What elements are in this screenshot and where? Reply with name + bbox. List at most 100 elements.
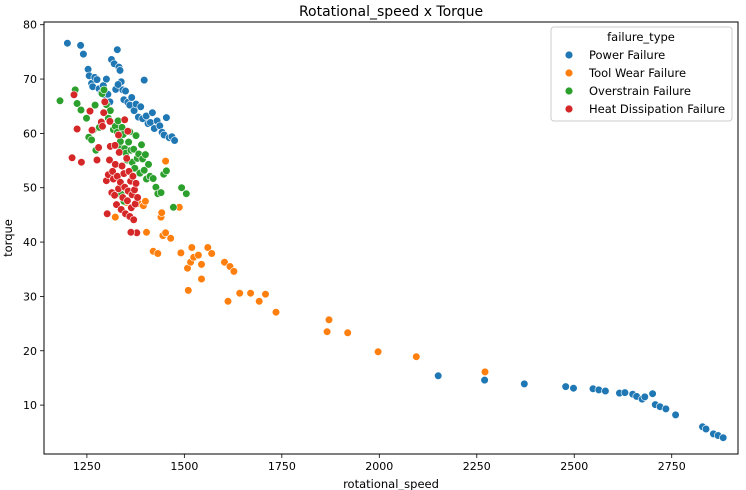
point-tool-wear-failure: [261, 290, 270, 299]
point-heat-dissipation-failure: [131, 179, 141, 188]
point-power-failure: [115, 66, 125, 75]
point-heat-dissipation-failure: [120, 115, 129, 124]
point-power-failure: [113, 45, 122, 54]
point-heat-dissipation-failure: [85, 106, 95, 116]
point-heat-dissipation-failure: [100, 97, 109, 106]
point-power-failure: [140, 75, 149, 85]
point-overstrain-failure: [131, 131, 141, 140]
point-overstrain-failure: [144, 160, 153, 169]
point-heat-dissipation-failure: [105, 155, 114, 165]
point-tool-wear-failure: [184, 286, 193, 295]
point-power-failure: [92, 75, 102, 84]
point-power-failure: [671, 410, 680, 420]
point-tool-wear-failure: [203, 243, 212, 252]
point-overstrain-failure: [182, 189, 191, 198]
y-axis: 10 20 30 40 50 60 70 80: [23, 19, 44, 412]
x-tick-label: 2250: [463, 460, 491, 473]
point-power-failure: [76, 41, 85, 50]
point-tool-wear-failure: [223, 297, 233, 306]
legend-label-power-failure: Power Failure: [589, 48, 665, 62]
point-overstrain-failure: [169, 203, 178, 212]
point-power-failure: [127, 93, 136, 102]
point-heat-dissipation-failure: [122, 154, 131, 163]
x-tick-label: 2750: [658, 460, 686, 473]
point-tool-wear-failure: [142, 228, 151, 237]
point-heat-dissipation-failure: [92, 155, 102, 165]
point-heat-dissipation-failure: [128, 172, 137, 181]
point-heat-dissipation-failure: [133, 193, 142, 202]
y-tick-label: 60: [23, 127, 37, 140]
point-heat-dissipation-failure: [105, 117, 114, 126]
point-overstrain-failure: [149, 174, 158, 183]
point-heat-dissipation-failure: [129, 215, 138, 224]
point-overstrain-failure: [141, 150, 150, 159]
x-axis: 1250 1500 1750 2000 2250 2500 2750: [73, 454, 686, 473]
legend-marker-tool-wear-failure: [564, 68, 574, 78]
point-heat-dissipation-failure: [99, 108, 108, 117]
x-tick-label: 2500: [560, 460, 588, 473]
point-overstrain-failure: [140, 166, 149, 175]
point-power-failure: [113, 80, 123, 89]
chart-title: Rotational_speed x Torque: [299, 4, 483, 20]
point-power-failure: [121, 86, 130, 96]
legend-box: [550, 26, 733, 122]
point-tool-wear-failure: [480, 367, 490, 377]
point-tool-wear-failure: [166, 234, 175, 243]
point-power-failure: [480, 376, 489, 385]
point-power-failure: [648, 389, 657, 398]
point-tool-wear-failure: [207, 249, 216, 258]
point-heat-dissipation-failure: [87, 126, 97, 135]
point-power-failure: [719, 433, 728, 442]
point-heat-dissipation-failure: [77, 158, 86, 167]
point-heat-dissipation-failure: [94, 143, 103, 152]
point-power-failure: [520, 379, 529, 389]
y-tick-label: 10: [23, 399, 37, 412]
point-tool-wear-failure: [374, 347, 383, 356]
point-tool-wear-failure: [271, 308, 281, 317]
point-heat-dissipation-failure: [115, 148, 124, 157]
point-overstrain-failure: [137, 140, 146, 149]
point-power-failure: [640, 392, 649, 402]
point-tool-wear-failure: [255, 297, 264, 306]
point-power-failure: [620, 388, 630, 397]
point-overstrain-failure: [55, 96, 65, 105]
point-overstrain-failure: [87, 135, 96, 144]
x-tick-label: 1500: [170, 460, 198, 473]
point-heat-dissipation-failure: [117, 161, 127, 171]
point-power-failure: [434, 371, 443, 380]
legend-title: failure_type: [607, 30, 675, 44]
point-overstrain-failure: [99, 85, 109, 94]
point-tool-wear-failure: [246, 289, 255, 298]
point-power-failure: [148, 108, 157, 117]
legend-marker-overstrain-failure: [564, 86, 574, 96]
point-tool-wear-failure: [220, 258, 229, 267]
point-power-failure: [601, 386, 610, 396]
point-power-failure: [79, 49, 88, 59]
point-overstrain-failure: [156, 188, 166, 197]
point-tool-wear-failure: [161, 228, 170, 237]
y-tick-label: 30: [23, 290, 37, 303]
legend-label-overstrain-failure: Overstrain Failure: [589, 84, 691, 98]
point-overstrain-failure: [76, 105, 86, 115]
x-tick-label: 1250: [73, 460, 101, 473]
x-tick-label: 1750: [268, 460, 296, 473]
point-power-failure: [136, 102, 145, 111]
point-heat-dissipation-failure: [123, 196, 132, 205]
legend-label-tool-wear-failure: Tool Wear Failure: [588, 66, 686, 80]
point-tool-wear-failure: [141, 197, 150, 206]
point-tool-wear-failure: [412, 352, 421, 361]
point-power-failure: [569, 384, 578, 393]
y-tick-label: 50: [23, 182, 37, 195]
point-heat-dissipation-failure: [114, 130, 123, 140]
legend: failure_type Power Failure Tool Wear Fai…: [550, 26, 733, 122]
point-overstrain-failure: [162, 166, 171, 175]
point-overstrain-failure: [129, 145, 138, 154]
point-overstrain-failure: [72, 99, 82, 108]
y-tick-label: 70: [23, 73, 37, 86]
point-tool-wear-failure: [324, 315, 334, 324]
point-tool-wear-failure: [176, 248, 185, 257]
data-points: [55, 39, 728, 442]
y-tick-label: 80: [23, 19, 37, 32]
point-heat-dissipation-failure: [110, 191, 119, 200]
